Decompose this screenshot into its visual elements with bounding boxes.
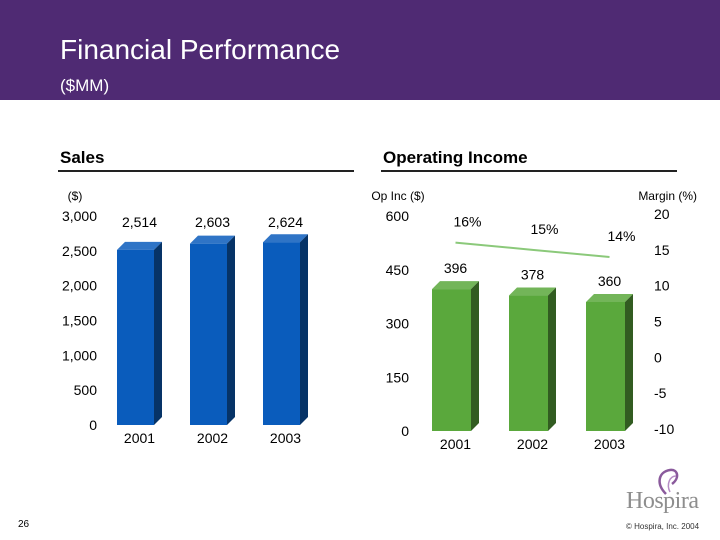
logo-swoosh-icon: [658, 468, 679, 495]
margin-y-tick-label: 20: [654, 206, 670, 222]
sales-x-tick-label: 2003: [270, 430, 301, 446]
opinc-value-label: 378: [521, 267, 545, 283]
sales-bar-top: [117, 241, 162, 250]
sales-value-label: 2,603: [195, 214, 230, 230]
sales-x-tick-label: 2001: [124, 430, 155, 446]
opinc-bar-side: [471, 281, 479, 431]
margin-value-label: 15%: [530, 221, 558, 237]
opinc-bar: [586, 302, 625, 431]
opinc-y-tick-label: 450: [386, 262, 410, 278]
opinc-chart-title: Operating Income: [383, 148, 528, 167]
sales-value-label: 2,624: [268, 214, 303, 230]
page-subtitle: ($MM): [60, 76, 110, 95]
logo-text: Hospira: [626, 488, 699, 514]
hospira-logo: Hospira: [626, 466, 706, 516]
sales-bar-side: [300, 234, 308, 425]
opinc-value-label: 360: [598, 273, 622, 289]
sales-bar: [190, 243, 227, 425]
margin-y-tick-label: -10: [654, 421, 674, 437]
opinc-bar-side: [548, 287, 556, 431]
sales-bar: [263, 242, 300, 425]
sales-y-tick-label: 2,000: [62, 278, 97, 294]
sales-bar: [117, 249, 154, 425]
margin-y-tick-label: 10: [654, 278, 670, 294]
sales-bar-top: [190, 235, 235, 244]
opinc-bar-side: [625, 294, 633, 431]
sales-y-tick-label: 3,000: [62, 208, 97, 224]
sales-y-axis-label: ($): [68, 189, 83, 203]
margin-value-label: 16%: [453, 214, 481, 230]
sales-title-rule: [58, 170, 354, 172]
opinc-y-tick-label: 300: [386, 316, 410, 332]
opinc-bar-top: [586, 294, 633, 302]
opinc-y-tick-label: 0: [401, 423, 409, 439]
header-banner: Financial Performance ($MM): [0, 0, 720, 100]
opinc-y-tick-label: 150: [386, 369, 410, 385]
sales-chart-title: Sales: [60, 148, 105, 167]
page-title: Financial Performance: [60, 34, 341, 65]
opinc-bar-top: [432, 281, 479, 290]
opinc-bar-top: [509, 287, 556, 296]
opinc-y-tick-label: 600: [386, 208, 410, 224]
opinc-y-axis-label: Op Inc ($): [371, 189, 424, 203]
page-number: 26: [18, 519, 30, 530]
sales-value-label: 2,514: [122, 214, 157, 230]
copyright-text: © Hospira, Inc. 2004: [626, 522, 700, 531]
opinc-x-tick-label: 2003: [594, 436, 625, 452]
opinc-bar: [509, 295, 548, 431]
margin-y-tick-label: 0: [654, 349, 662, 365]
margin-y-axis-label: Margin (%): [638, 189, 697, 203]
sales-x-tick-label: 2002: [197, 430, 228, 446]
margin-line: [455, 241, 610, 258]
sales-y-tick-label: 2,500: [62, 243, 97, 259]
sales-bar-side: [227, 235, 235, 425]
opinc-title-rule: [381, 170, 677, 172]
sales-y-tick-label: 1,500: [62, 313, 97, 329]
margin-y-tick-label: 15: [654, 242, 670, 258]
opinc-bar: [432, 289, 471, 431]
opinc-x-tick-label: 2001: [440, 436, 471, 452]
margin-value-label: 14%: [607, 228, 635, 244]
sales-y-tick-label: 1,000: [62, 347, 97, 363]
opinc-x-tick-label: 2002: [517, 436, 548, 452]
sales-y-tick-label: 0: [89, 417, 97, 433]
sales-y-tick-label: 500: [74, 382, 98, 398]
sales-bar-top: [263, 234, 308, 243]
margin-y-tick-label: -5: [654, 385, 667, 401]
margin-y-tick-label: 5: [654, 314, 662, 330]
opinc-value-label: 396: [444, 260, 468, 276]
sales-bar-side: [154, 241, 162, 425]
